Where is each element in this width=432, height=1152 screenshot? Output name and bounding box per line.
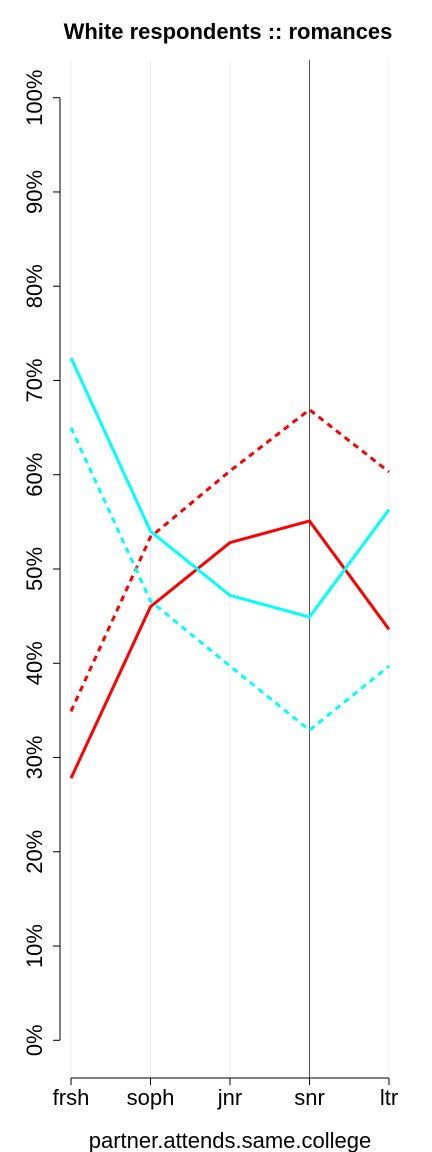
y-tick-label: 90% <box>22 170 47 214</box>
y-tick-label: 30% <box>22 735 47 779</box>
series-line <box>69 357 391 619</box>
x-tick-label: snr <box>294 1085 325 1110</box>
series-line <box>69 426 390 733</box>
y-tick-label: 50% <box>22 547 47 591</box>
y-tick-label: 40% <box>22 641 47 685</box>
y-tick-label: 100% <box>22 70 47 126</box>
x-tick-label: frsh <box>53 1085 90 1110</box>
y-tick-label: 0% <box>22 1024 47 1056</box>
series-line <box>69 519 391 779</box>
y-tick-label: 80% <box>22 264 47 308</box>
y-tick-label: 70% <box>22 358 47 402</box>
x-tick-label: jnr <box>217 1085 242 1110</box>
y-tick-label: 10% <box>22 924 47 968</box>
chart-title: White respondents :: romances <box>64 19 393 44</box>
x-axis-title: partner.attends.same.college <box>89 1128 372 1152</box>
x-tick-label: ltr <box>380 1085 398 1110</box>
y-tick-label: 60% <box>22 453 47 497</box>
x-tick-label: soph <box>127 1085 175 1110</box>
y-tick-label: 20% <box>22 830 47 874</box>
